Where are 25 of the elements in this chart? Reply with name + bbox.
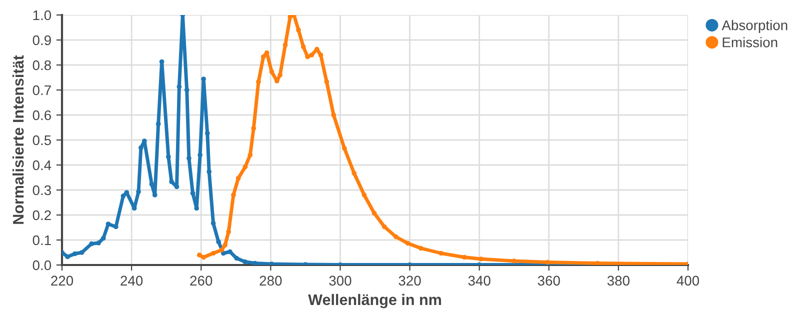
- legend-label: Emission: [722, 37, 778, 48]
- x-tick-label: 380: [607, 276, 630, 286]
- y-tick-label: 0.6: [32, 110, 51, 120]
- y-tick-label: 0.4: [32, 160, 52, 170]
- y-tick-label: 0.2: [32, 210, 51, 220]
- y-tick-label: 0.3: [32, 185, 51, 196]
- y-tick-label: 0.1: [32, 235, 51, 246]
- x-tick-label: 220: [51, 276, 74, 286]
- legend-label: Absorption: [722, 20, 788, 33]
- x-tick-label: 400: [676, 276, 700, 286]
- y-tick-label: 0.9: [32, 35, 51, 46]
- x-tick-label: 260: [190, 276, 212, 286]
- y-tick-label: 1.0: [33, 10, 52, 20]
- y-axis-title: Normalisierte Intensität: [12, 55, 24, 224]
- x-tick-label: 360: [538, 276, 560, 286]
- x-tick-label: 320: [398, 276, 421, 286]
- y-tick-label: 0.0: [32, 260, 52, 270]
- x-tick-label: 240: [120, 276, 143, 286]
- x-tick-label: 280: [260, 276, 282, 286]
- y-tick-label: 0.7: [32, 85, 51, 96]
- y-tick-label: 0.5: [32, 135, 52, 146]
- x-tick-label: 340: [468, 276, 490, 286]
- x-tick-label: 300: [329, 276, 352, 286]
- y-tick-label: 0.8: [32, 60, 51, 70]
- x-axis-title: Wellenlänge in nm: [308, 294, 441, 308]
